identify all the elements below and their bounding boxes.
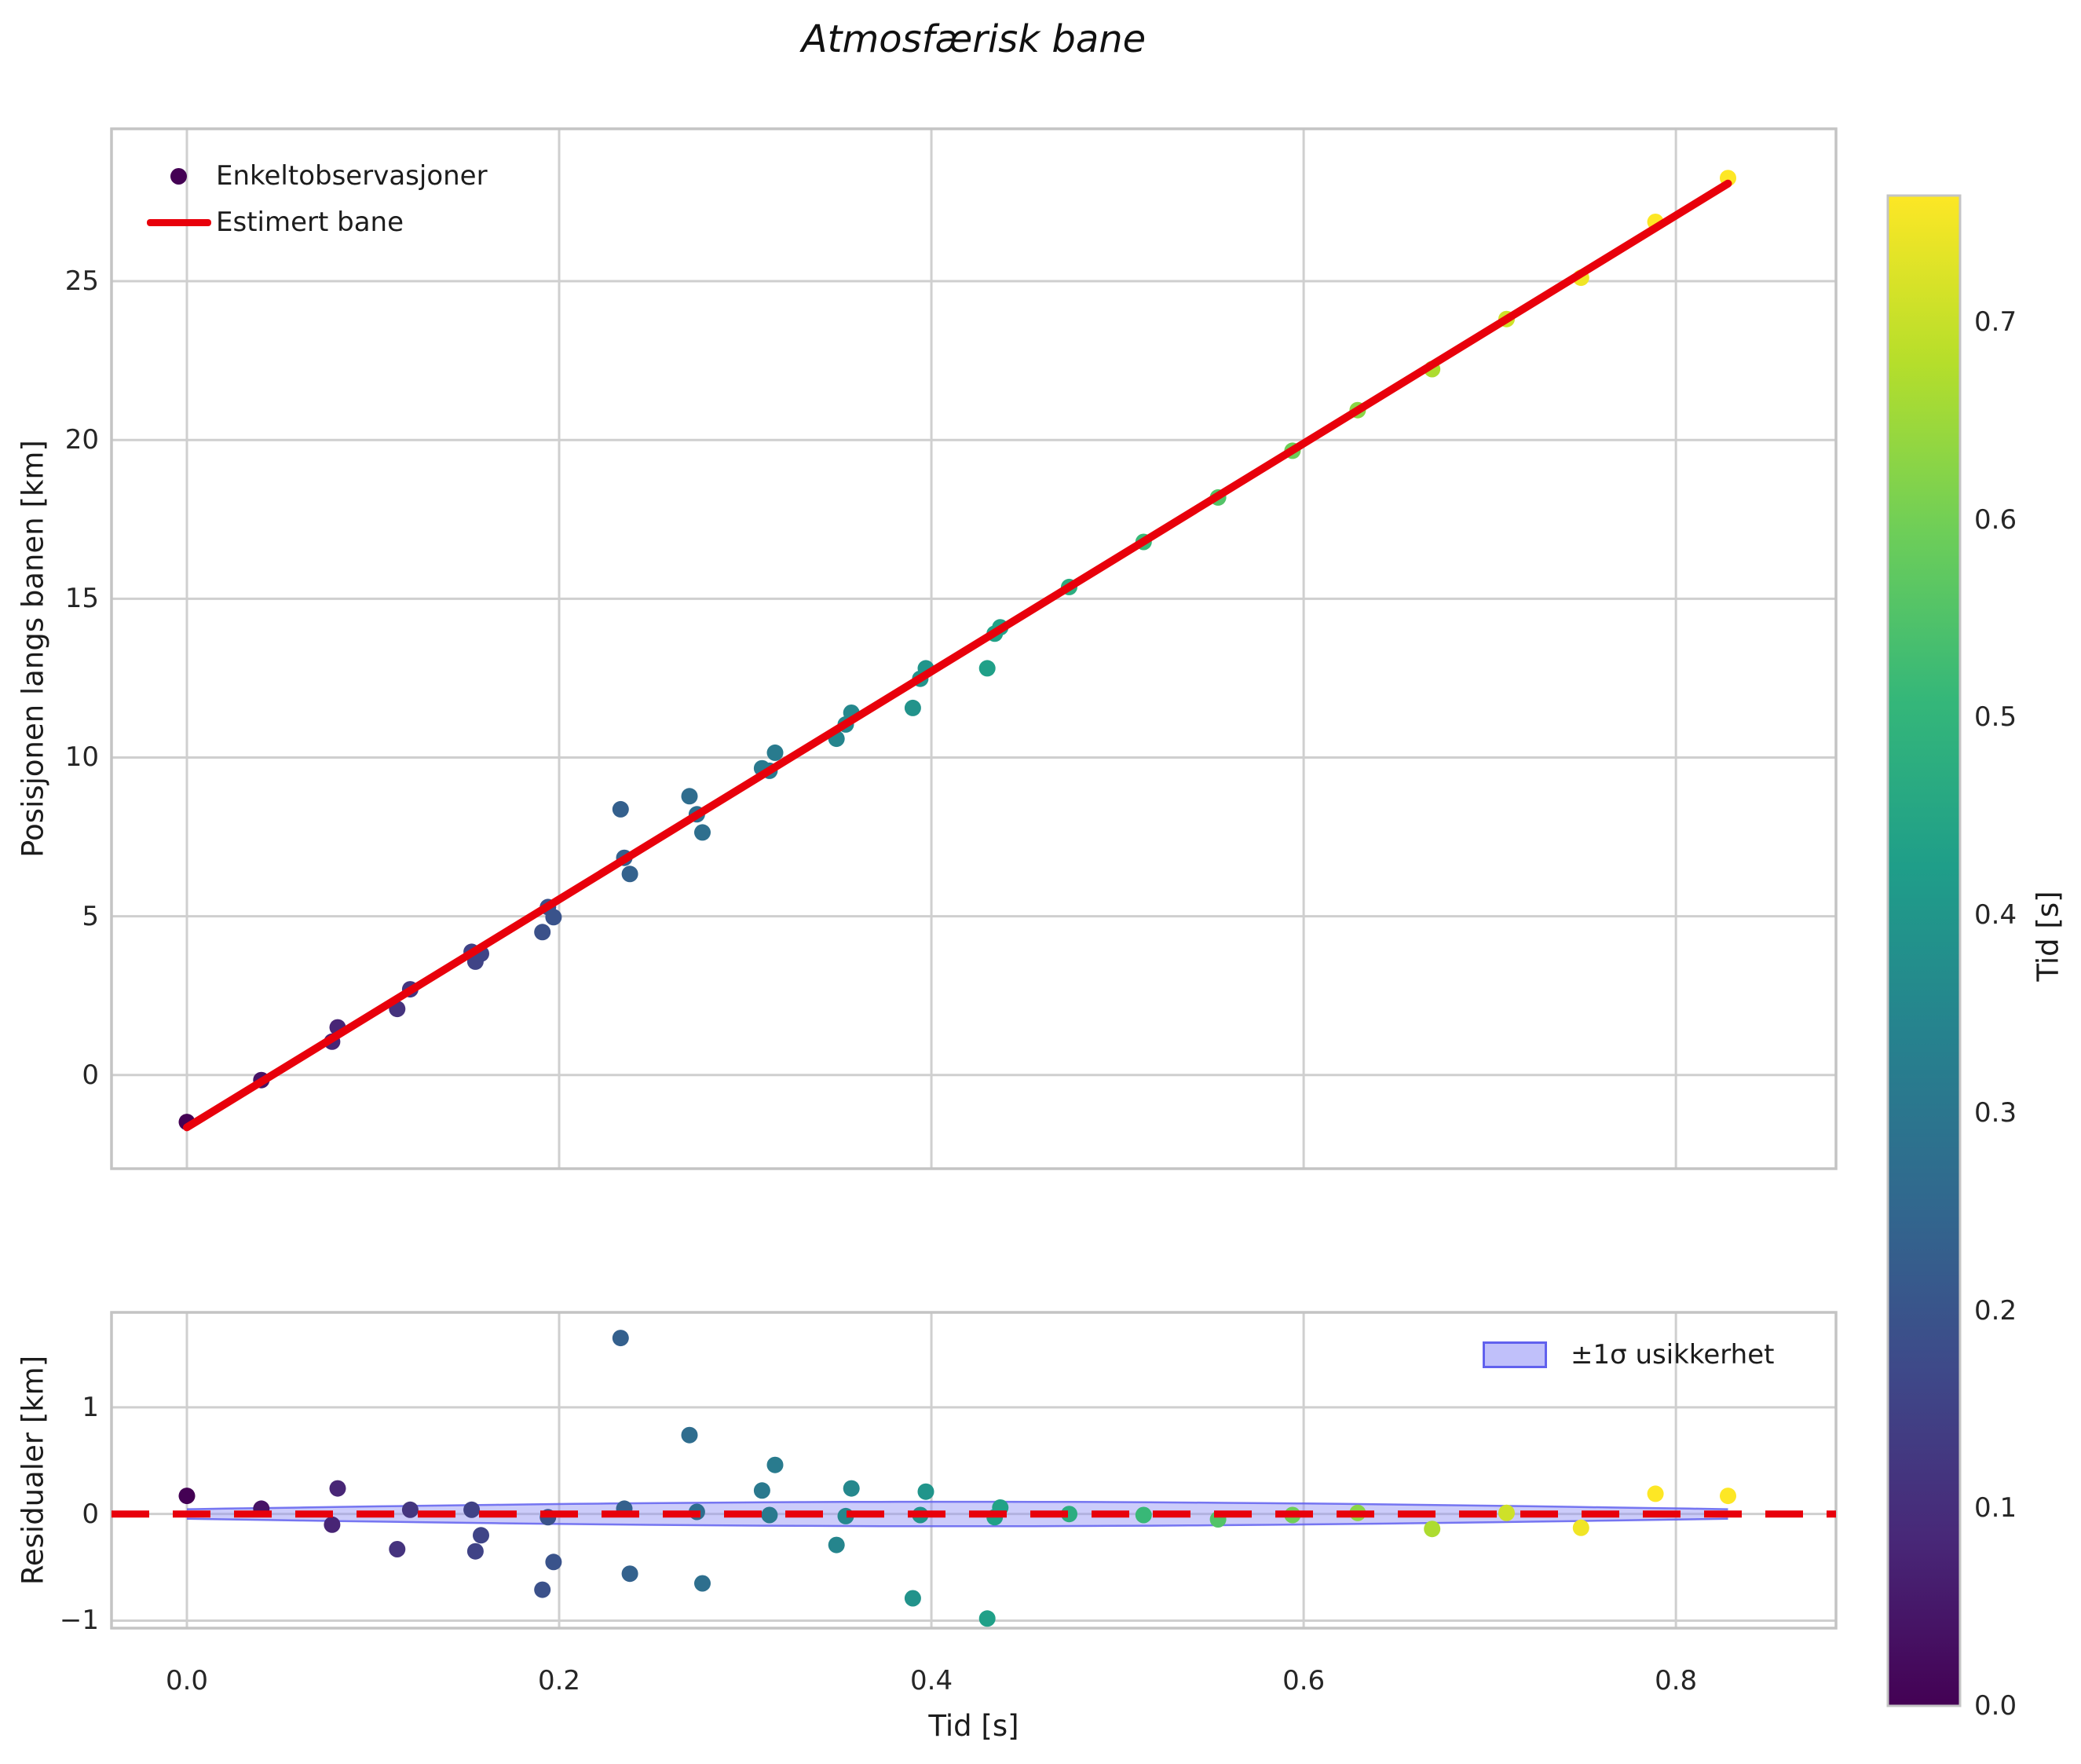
residual-point [389,1541,406,1557]
x-tick-label: 0.0 [165,1665,209,1696]
residual-point [329,1480,346,1497]
legend-item-uncertainty-band: ±1σ usikkerhet [1483,1339,1775,1371]
colorbar-tick-label: 0.7 [1974,306,2017,339]
uncertainty-band [187,1502,1728,1527]
residual-point [463,1501,481,1518]
top-y-tick-label: 10 [64,741,99,774]
residual-point [761,1506,778,1524]
bottom-y-tick-label: 0 [82,1498,99,1530]
colorbar-tick-label: 0.4 [1974,899,2017,931]
residual-point [1572,1519,1589,1536]
bottom-y-tick-label: 1 [82,1391,99,1423]
uncertainty-band-swatch-icon [1483,1341,1547,1368]
residual-point [473,1527,489,1544]
legend-item-observations: Enkeltobservasjoner [141,159,488,192]
top-y-tick-label: 15 [64,583,99,615]
observation-marker-icon [170,167,187,185]
residual-point [828,1536,845,1554]
residual-point [466,1543,484,1560]
observation-point [621,866,638,883]
top-y-tick-label: 5 [82,900,99,932]
top-y-tick-label: 20 [64,424,99,456]
colorbar-tick-label: 0.2 [1974,1294,2017,1327]
legend-item-fit-line: Estimert bane [141,206,404,239]
x-axis-label: Tid [s] [928,1709,1019,1743]
colorbar-tick-label: 0.5 [1974,701,2017,734]
x-tick-label: 0.4 [910,1665,953,1696]
observation-point [534,924,551,941]
residual-point [843,1480,860,1497]
residual-point [1647,1485,1664,1502]
residual-point [178,1488,196,1505]
residual-point [1498,1504,1515,1521]
residual-point [401,1501,419,1518]
top-y-tick-label: 25 [64,265,99,298]
observation-point [694,824,711,841]
observation-point [545,909,562,926]
top-y-axis-label: Posisjonen langs banen [km] [16,440,50,858]
fit-line [183,179,1732,1132]
x-tick-label: 0.2 [537,1665,581,1696]
residual-point [545,1554,562,1571]
observation-point [681,788,698,805]
bottom-plot [110,1311,1838,1630]
residual-point [1720,1488,1736,1505]
residual-point [1135,1506,1152,1524]
legend-observations-label: Enkeltobservasjoner [216,160,488,192]
residual-point [694,1575,711,1592]
chart-title: Atmosfærisk bane [801,17,1147,61]
residual-point [978,1610,996,1627]
observation-point [766,744,784,761]
residual-point [904,1590,921,1607]
residual-point [1424,1521,1441,1538]
colorbar-tick-label: 0.3 [1974,1096,2017,1129]
residual-point [534,1581,551,1598]
residual-point [612,1330,629,1347]
residual-point [917,1483,934,1500]
residual-point [324,1516,341,1533]
x-tick-label: 0.8 [1655,1665,1698,1696]
colorbar [1886,194,1962,1707]
legend-uncertainty-label: ±1σ usikkerhet [1571,1339,1775,1371]
residual-point [681,1426,698,1444]
top-y-tick-label: 0 [82,1059,99,1091]
observation-point [904,699,921,716]
x-tick-label: 0.6 [1282,1665,1326,1696]
colorbar-gradient [1886,194,1962,1707]
legend-fit-line-label: Estimert bane [216,207,404,238]
colorbar-tick-label: 0.6 [1974,503,2017,536]
colorbar-tick-label: 0.1 [1974,1492,2017,1524]
bottom-y-tick-label: −1 [59,1605,99,1637]
residual-point [766,1456,784,1473]
observation-point [612,800,629,818]
residual-point [753,1482,770,1499]
top-plot [110,127,1838,1170]
observation-point [978,660,996,677]
residual-point [1061,1506,1077,1523]
residual-point [621,1565,638,1583]
colorbar-tick-label: 0.0 [1974,1690,2017,1722]
fit-line-swatch-icon [146,218,211,226]
